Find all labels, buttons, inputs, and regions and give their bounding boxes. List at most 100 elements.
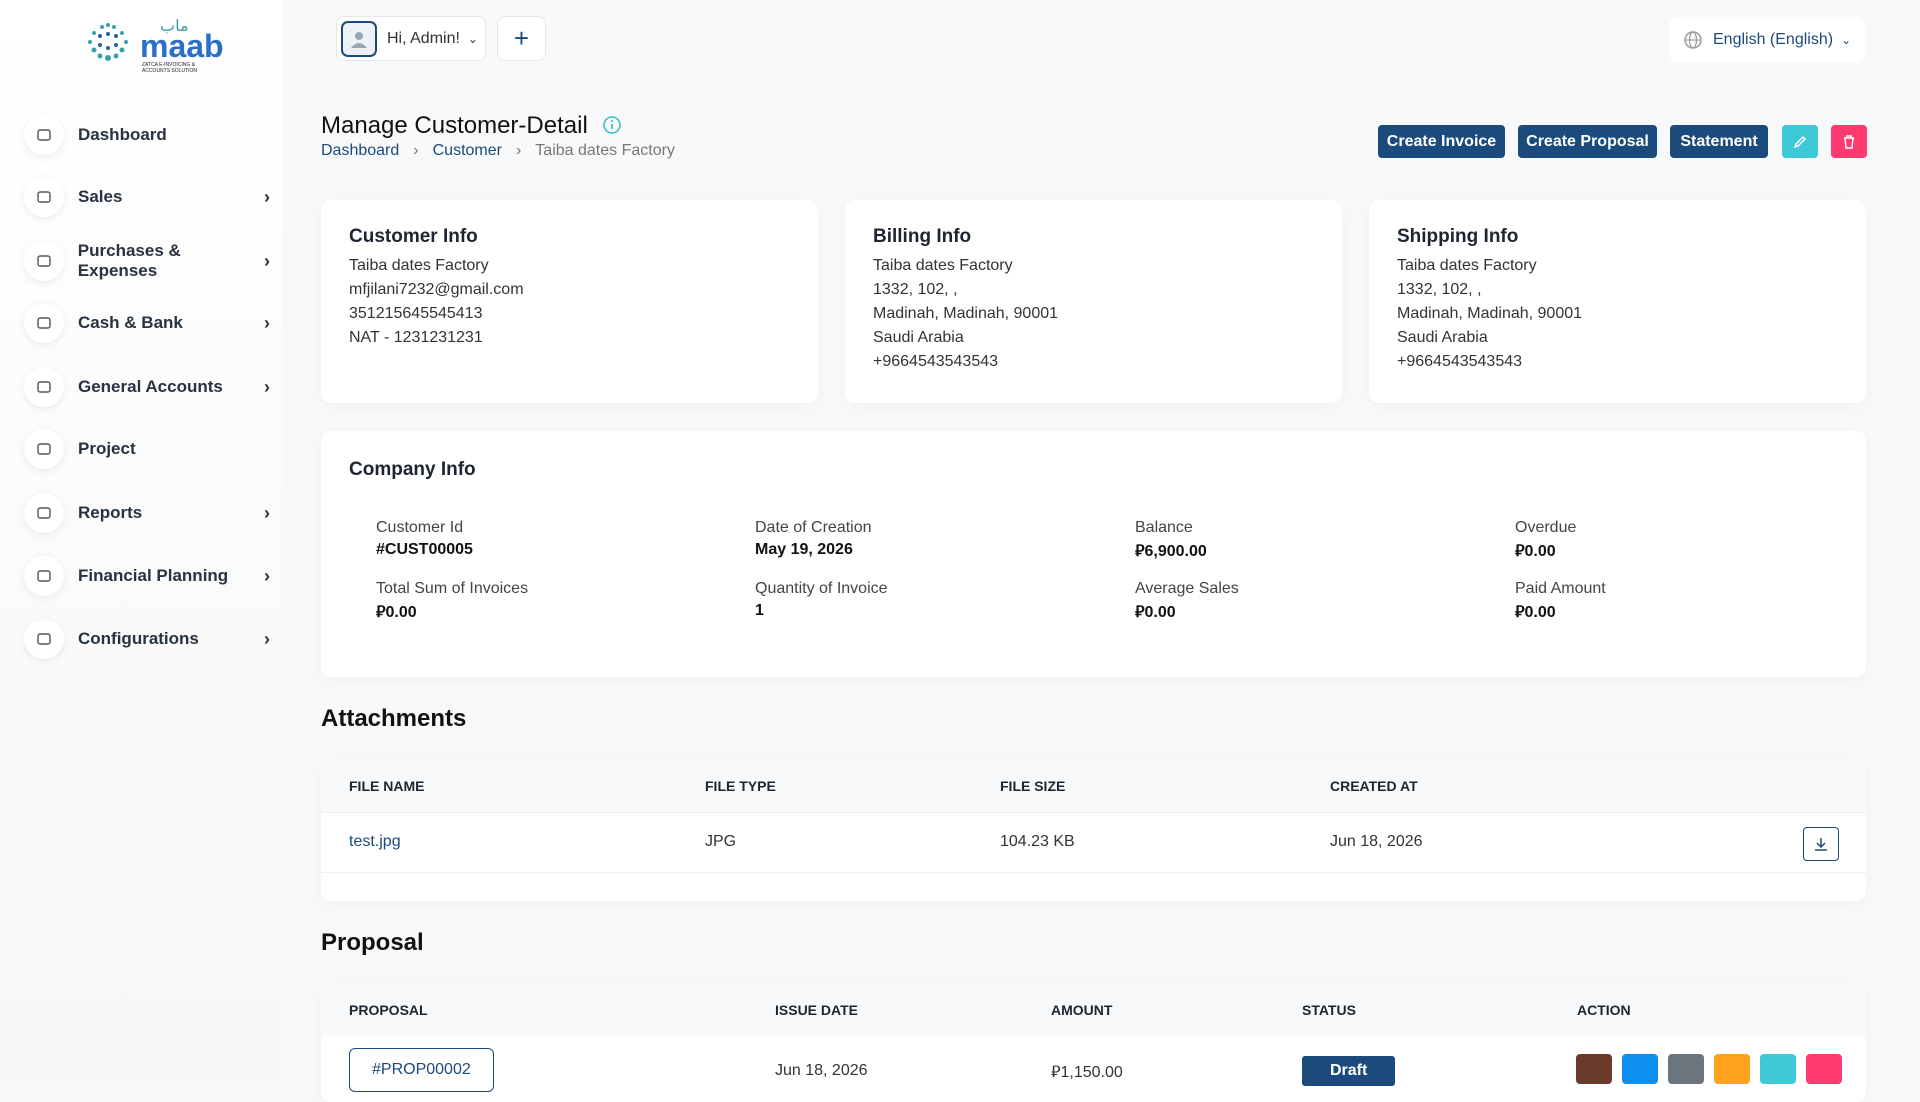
- breadcrumb-item[interactable]: Customer: [432, 142, 502, 159]
- header-button[interactable]: Create Proposal: [1518, 125, 1657, 158]
- nav-label: Sales: [78, 187, 123, 206]
- page-title: Manage Customer-Detail: [321, 112, 622, 140]
- nav-icon: [24, 493, 64, 533]
- breadcrumb-item: Taiba dates Factory: [535, 142, 675, 159]
- nav-item[interactable]: Reports ›: [24, 491, 270, 535]
- card-title: Company Info: [349, 459, 476, 480]
- icon: [37, 443, 51, 455]
- action-button[interactable]: [1714, 1054, 1750, 1084]
- nav-item[interactable]: Cash & Bank ›: [24, 301, 270, 345]
- brand-tagline: ZATCA E-INVOICING & ACCOUNTS SOLUTION: [142, 62, 198, 74]
- status-badge: Draft: [1302, 1056, 1396, 1086]
- avatar-icon: [351, 31, 367, 48]
- attachments-table: FILE NAME FILE TYPE FILE SIZE CREATED AT tes…: [321, 759, 1866, 901]
- nav-item[interactable]: Financial Planning ›: [24, 554, 270, 598]
- breadcrumb: Dashboard › Customer › Taiba dates Factory: [321, 142, 675, 160]
- row-actions: [1576, 1054, 1842, 1084]
- header-button[interactable]: Create Invoice: [1378, 125, 1505, 158]
- greeting: Hi, Admin!: [387, 29, 460, 47]
- nav-label: Configurations: [78, 629, 199, 648]
- nav-chevron: ›: [264, 502, 270, 523]
- action-button[interactable]: [1668, 1054, 1704, 1084]
- section-title: Proposal: [321, 929, 424, 956]
- nav-chevron: ›: [264, 186, 270, 207]
- info-card: Shipping Info Taiba dates Factory 1332, 10…: [1369, 200, 1866, 403]
- page-title-text: Manage Customer-Detail: [321, 112, 588, 139]
- delete-icon: [1844, 134, 1854, 149]
- brand-name: maab: [140, 28, 224, 64]
- card-title: Customer Info: [349, 226, 478, 247]
- card-title: Shipping Info: [1397, 226, 1519, 247]
- icon: [37, 317, 51, 329]
- caret: ⌄: [467, 31, 478, 46]
- logo: ماب maab ZATCA E-INVOICING & ACCOUNTS SO…: [78, 18, 224, 74]
- cell: 104.23 KB: [1000, 833, 1075, 850]
- card-line: 1332, 102, ,: [1397, 281, 1482, 298]
- cell: ⃁1,150.00: [1051, 1064, 1123, 1081]
- nav-item[interactable]: Project: [24, 427, 270, 471]
- cell: Jun 18, 2026: [1330, 833, 1423, 850]
- card-line: Taiba dates Factory: [349, 257, 489, 274]
- cell: JPG: [705, 833, 737, 850]
- company-field: Average Sales ⃁0.00: [1135, 580, 1239, 622]
- nav-label: General Accounts: [78, 377, 223, 396]
- field-value: ⃁6,900.00: [1135, 543, 1207, 560]
- column-header: FILE SIZE: [1000, 778, 1066, 794]
- field-label: Balance: [1135, 519, 1193, 536]
- edit-icon: [1793, 135, 1807, 148]
- action-button[interactable]: [1760, 1054, 1796, 1084]
- download-button[interactable]: [1803, 827, 1839, 861]
- brand-arabic: ماب: [160, 18, 189, 35]
- nav-item[interactable]: Purchases & Expenses ›: [24, 239, 270, 283]
- proposal-link[interactable]: #PROP00002: [349, 1048, 494, 1092]
- add-button[interactable]: +: [497, 16, 546, 61]
- nav-item[interactable]: Configurations ›: [24, 617, 270, 661]
- field-label: Customer Id: [376, 519, 464, 536]
- table-row: [321, 812, 1866, 873]
- field-value: ⃁0.00: [1515, 543, 1556, 560]
- icon: [37, 191, 51, 203]
- action-button[interactable]: [1806, 1054, 1842, 1084]
- card-title: Billing Info: [873, 226, 972, 247]
- icon: [37, 570, 51, 582]
- info-icon[interactable]: [602, 115, 622, 135]
- field-value: ⃁0.00: [1135, 604, 1176, 621]
- nav-label: Dashboard: [78, 125, 167, 144]
- company-field: Total Sum of Invoices ⃁0.00: [376, 580, 528, 622]
- breadcrumb-item[interactable]: Dashboard: [321, 142, 400, 159]
- proposal-table: PROPOSAL ISSUE DATE AMOUNT STATUS ACTION #PRO…: [321, 982, 1866, 1102]
- user-menu[interactable]: Hi, Admin! ⌄: [336, 16, 486, 61]
- delete-button[interactable]: [1831, 125, 1867, 158]
- avatar: [341, 20, 377, 57]
- header-button[interactable]: Statement: [1670, 125, 1768, 158]
- nav-label: Project: [78, 439, 136, 458]
- card-line: Taiba dates Factory: [1397, 257, 1537, 274]
- nav-item[interactable]: General Accounts ›: [24, 365, 270, 409]
- edit-button[interactable]: [1782, 125, 1818, 158]
- field-label: Total Sum of Invoices: [376, 580, 529, 597]
- nav-label: Purchases & Expenses: [77, 241, 181, 280]
- column-header: ISSUE DATE: [775, 1002, 858, 1018]
- file-link[interactable]: test.jpg: [349, 833, 401, 850]
- language-select[interactable]: English (English) ⌄: [1669, 17, 1865, 62]
- nav-icon: [24, 241, 64, 281]
- nav-icon: [24, 367, 64, 407]
- field-label: Average Sales: [1135, 580, 1239, 597]
- info-card: Billing Info Taiba dates Factory 1332, 102…: [845, 200, 1342, 403]
- action-button[interactable]: [1622, 1054, 1658, 1084]
- nav-item[interactable]: Sales ›: [24, 175, 270, 219]
- action-button[interactable]: [1576, 1054, 1612, 1084]
- nav-icon: [24, 115, 64, 155]
- card-line: +9664543543543: [1397, 353, 1523, 370]
- column-header: AMOUNT: [1051, 1002, 1113, 1018]
- card-line: Saudi Arabia: [873, 329, 964, 346]
- nav-label: Cash & Bank: [78, 313, 183, 332]
- breadcrumb-sep: ›: [515, 142, 522, 159]
- company-field: Overdue ⃁0.00: [1515, 519, 1576, 561]
- sidebar: ماب maab ZATCA E-INVOICING & ACCOUNTS SO…: [0, 0, 282, 1080]
- logo-mark: [88, 23, 128, 61]
- nav-label: Reports: [78, 503, 143, 522]
- nav-item[interactable]: Dashboard: [24, 113, 270, 157]
- company-field: Customer Id #CUST00005: [376, 519, 473, 559]
